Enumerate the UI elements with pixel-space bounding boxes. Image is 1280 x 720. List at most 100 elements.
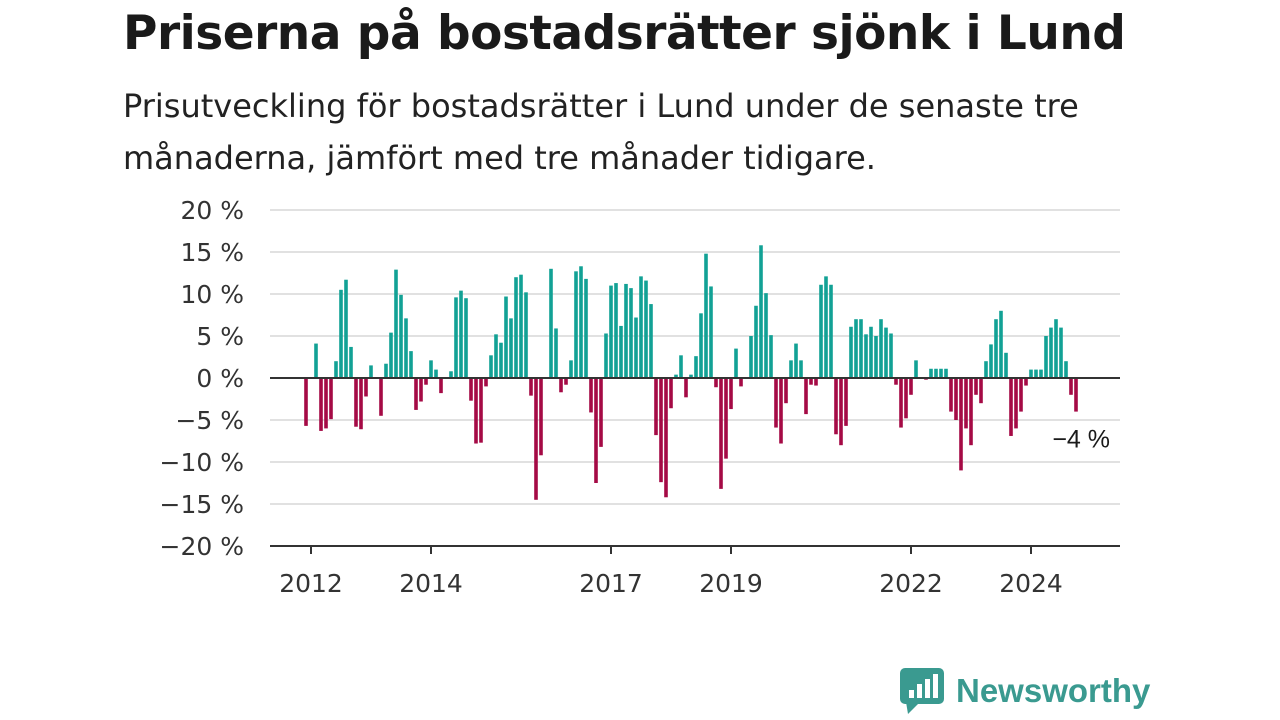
bars: [304, 245, 1078, 500]
bar: [494, 334, 498, 378]
bar: [719, 378, 723, 489]
bar: [419, 378, 423, 402]
bar: [644, 280, 648, 378]
bar: [929, 368, 933, 378]
bar: [784, 378, 788, 404]
bar: [969, 378, 973, 446]
bar: [914, 360, 918, 378]
bar: [609, 285, 613, 378]
y-tick-label: −20 %: [160, 532, 244, 561]
y-tick-label: 5 %: [196, 322, 244, 351]
axes: [270, 377, 1120, 547]
chart-subtitle: Prisutveckling för bostadsrätter i Lund …: [123, 87, 1079, 177]
bar: [324, 378, 328, 429]
bar: [359, 378, 363, 430]
bar: [814, 378, 818, 386]
bar: [529, 378, 533, 396]
bar: [459, 290, 463, 378]
bar: [894, 378, 898, 385]
bar: [669, 378, 673, 409]
bar: [434, 369, 438, 378]
bar: [984, 361, 988, 378]
bar: [869, 326, 873, 378]
bar: [754, 305, 758, 378]
bar: [509, 318, 513, 378]
bar: [304, 378, 308, 426]
bar: [944, 368, 948, 378]
y-tick-label: −10 %: [160, 448, 244, 477]
bar: [314, 343, 318, 378]
bar: [809, 378, 813, 385]
bar: [334, 361, 338, 378]
bar: [824, 276, 828, 378]
bar: [934, 368, 938, 378]
bar: [974, 378, 978, 395]
x-tick-label: 2017: [579, 569, 643, 598]
bar: [319, 378, 323, 431]
x-tick-label: 2019: [699, 569, 763, 598]
bar: [844, 378, 848, 426]
bar: [664, 378, 668, 498]
bar: [679, 355, 683, 378]
bar: [829, 284, 833, 378]
bar: [854, 319, 858, 378]
bar: [989, 344, 993, 378]
bar: [804, 378, 808, 415]
bar: [344, 279, 348, 378]
bar: [399, 294, 403, 378]
y-tick-label: −5 %: [175, 406, 244, 435]
bar: [409, 351, 413, 378]
bar: [619, 325, 623, 378]
bar: [694, 356, 698, 378]
bar: [949, 378, 953, 412]
bar: [339, 289, 343, 378]
bar: [469, 378, 473, 401]
x-tick-label: 2022: [879, 569, 943, 598]
bar: [674, 374, 678, 378]
bar: [1064, 361, 1068, 378]
bar: [1054, 319, 1058, 378]
bar: [734, 348, 738, 378]
bar: [999, 310, 1003, 378]
bar: [634, 317, 638, 378]
bar: [1034, 369, 1038, 378]
bar: [614, 283, 618, 378]
bar: [904, 378, 908, 419]
bar: [349, 346, 353, 378]
bar: [489, 355, 493, 378]
bar: [1044, 336, 1048, 378]
bar: [394, 269, 398, 378]
bar: [864, 334, 868, 378]
bar: [589, 378, 593, 413]
bar: [1049, 327, 1053, 378]
bar: [1039, 369, 1043, 378]
bar: [909, 378, 913, 395]
bar: [819, 284, 823, 378]
bar: [329, 378, 333, 420]
bar: [1004, 352, 1008, 378]
annotation: −4 %: [1052, 426, 1110, 454]
bar: [749, 336, 753, 378]
bar: [729, 378, 733, 410]
bar: [649, 304, 653, 378]
bar: [739, 378, 743, 387]
bar: [659, 378, 663, 483]
bar: [849, 326, 853, 378]
bar: [724, 378, 728, 459]
bar: [569, 360, 573, 378]
bar: [774, 378, 778, 428]
bar: [1059, 327, 1063, 378]
bar: [1024, 378, 1028, 386]
bar: [899, 378, 903, 428]
newsworthy-logo: Newsworthy: [900, 668, 1150, 714]
bar: [594, 378, 598, 483]
y-tick-label: 20 %: [180, 196, 244, 225]
y-tick-label: 0 %: [196, 364, 244, 393]
bar: [769, 335, 773, 378]
bar: [629, 288, 633, 378]
bar: [1009, 378, 1013, 436]
bar: [364, 378, 368, 397]
bar: [879, 319, 883, 378]
bar: [464, 298, 468, 378]
bar: [474, 378, 478, 444]
